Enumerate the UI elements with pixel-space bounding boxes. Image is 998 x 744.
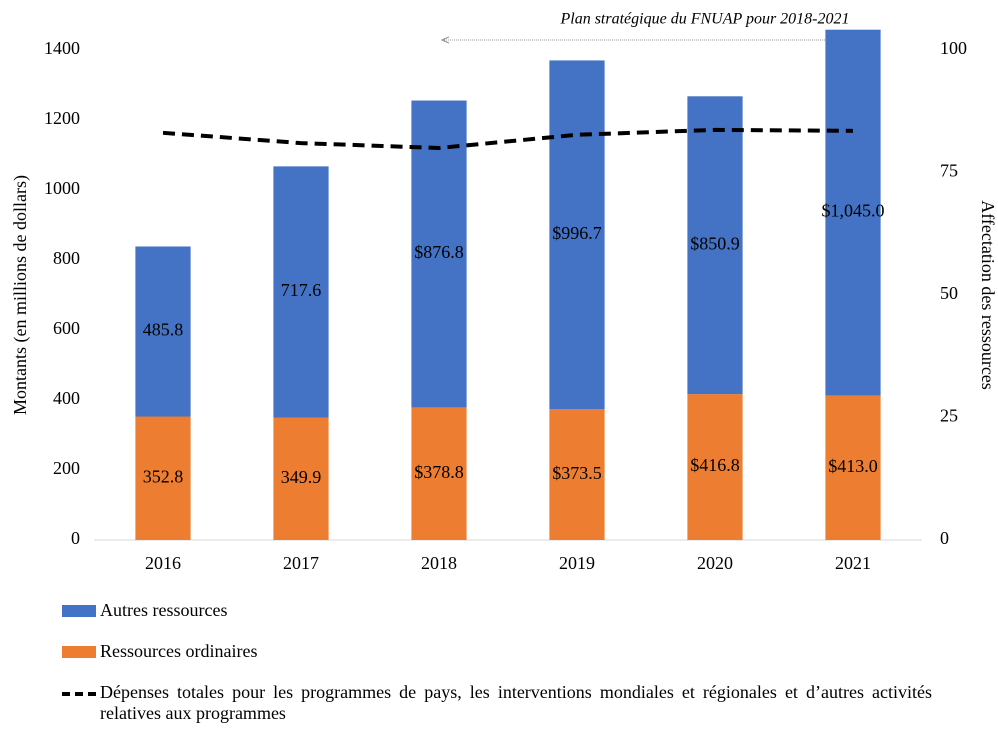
data-label: 717.6 [281, 280, 322, 300]
data-label: $1,045.0 [822, 201, 885, 221]
y-tick-label: 1400 [44, 38, 80, 58]
y2-tick-label: 25 [940, 406, 958, 426]
data-label: 349.9 [281, 467, 322, 487]
data-label: $413.0 [828, 456, 878, 476]
y2-tick-label: 100 [940, 38, 967, 58]
y2-tick-label: 75 [940, 161, 958, 181]
x-tick-label: 2021 [835, 553, 871, 573]
bar-segment [549, 60, 605, 410]
x-tick-label: 2019 [559, 553, 595, 573]
y-tick-label: 1000 [44, 178, 80, 198]
bar-segment [549, 409, 605, 540]
data-label: $850.9 [690, 233, 740, 253]
legend-swatch [62, 605, 96, 617]
bar-segment [687, 96, 743, 395]
y-tick-label: 200 [53, 458, 80, 478]
x-tick-label: 2017 [283, 553, 319, 573]
bar-segment [687, 394, 743, 540]
bar-segment [273, 166, 329, 418]
y-axis-label: Montants (en millions de dollars) [10, 175, 31, 415]
data-label: $416.8 [690, 455, 740, 475]
data-label: $876.8 [414, 242, 464, 262]
data-label: $378.8 [414, 462, 464, 482]
y-tick-label: 1200 [44, 108, 80, 128]
x-tick-label: 2020 [697, 553, 733, 573]
legend-item: Dépenses totales pour les programmes de … [62, 682, 932, 724]
bar-segment [825, 29, 881, 396]
bar-segment [411, 407, 467, 540]
y-tick-label: 400 [53, 388, 80, 408]
data-label: $996.7 [552, 223, 602, 243]
bar-segment [135, 416, 191, 540]
legend-swatch [62, 646, 96, 658]
y2-axis-label: Affectation des ressources [978, 200, 998, 390]
y2-tick-label: 50 [940, 283, 958, 303]
bar-segment [135, 246, 191, 417]
data-label: 485.8 [143, 320, 184, 340]
data-label: $373.5 [552, 463, 602, 483]
line [162, 127, 854, 151]
bar-segment [825, 395, 881, 540]
x-tick-label: 2016 [145, 553, 181, 573]
annotation: Plan stratégique du FNUAP pour 2018-2021 [559, 11, 849, 28]
legend-label: Ressources ordinaires [100, 641, 258, 661]
bar-segment [273, 417, 329, 540]
chart: Plan stratégique du FNUAP pour 2018-2021… [10, 11, 998, 573]
legend-label: Autres ressources [100, 600, 228, 620]
legend-item: Autres ressources [62, 600, 932, 621]
legend-item: Ressources ordinaires [62, 641, 932, 662]
legend-swatch [62, 692, 96, 696]
x-tick-label: 2018 [421, 553, 457, 573]
legend-label: Dépenses totales pour les programmes de … [100, 682, 932, 723]
bar-segment [411, 100, 467, 408]
y-tick-label: 0 [71, 528, 80, 548]
y-tick-label: 800 [53, 248, 80, 268]
legend: Autres ressources Ressources ordinaires Dé… [62, 600, 932, 744]
y-tick-label: 600 [53, 318, 80, 338]
y2-tick-label: 0 [940, 528, 949, 548]
data-label: 352.8 [143, 466, 184, 486]
